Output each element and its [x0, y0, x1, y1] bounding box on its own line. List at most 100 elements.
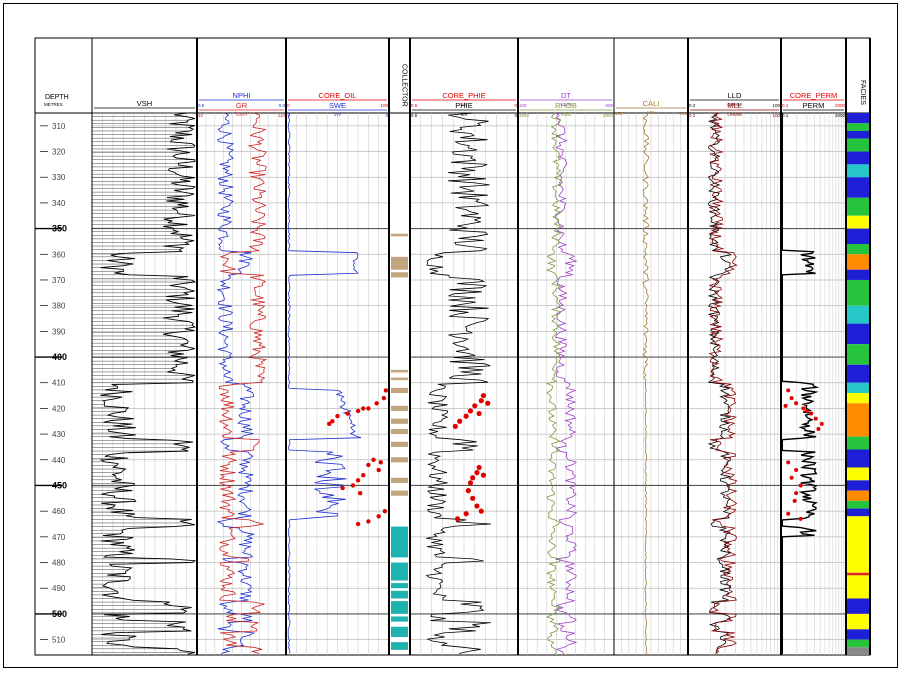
core-oil-point	[381, 395, 387, 401]
legend-unit: OHMM	[727, 102, 741, 107]
mll-curve	[708, 112, 738, 654]
core-oil-point	[335, 413, 340, 419]
core-perm-point	[794, 468, 799, 473]
legend-curve-name: PERM	[803, 101, 825, 110]
collector-interval	[391, 256, 408, 270]
depth-tick-label: 360	[52, 250, 66, 259]
legend-scale-left: 0.1	[782, 103, 789, 108]
vsh-curve	[99, 112, 197, 655]
collector-interval	[391, 441, 408, 447]
core-phie-point	[463, 511, 469, 517]
facies-interval	[846, 279, 870, 306]
collector-interval	[391, 526, 408, 558]
depth-tick-label: 320	[52, 148, 66, 157]
core-perm-point	[792, 498, 797, 503]
core-phie-point	[470, 475, 476, 481]
facies-header-label: FACIES	[859, 80, 866, 105]
legend-scale-left: 0	[287, 103, 290, 108]
legend-scale-right: 0	[514, 113, 517, 118]
facies-interval	[846, 254, 870, 270]
legend-curve-name: MLL	[727, 101, 742, 110]
core-oil-point	[376, 467, 381, 473]
facies-interval	[846, 130, 870, 139]
legend-scale-left: 150	[615, 111, 623, 116]
facies-interval	[846, 138, 870, 152]
page-frame	[3, 3, 898, 668]
facies-interval	[846, 516, 870, 573]
collector-interval	[391, 616, 408, 622]
legend-unit: US/M	[560, 102, 572, 107]
legend-scale-right: 0	[514, 103, 517, 108]
collector-interval	[391, 369, 408, 373]
legend-scale-right: 100	[772, 103, 780, 108]
depth-axis-label: DEPTH	[45, 94, 69, 101]
depth-tick-label: 340	[52, 199, 66, 208]
collector-interval	[391, 428, 408, 435]
facies-interval	[846, 269, 870, 280]
collector-interval	[391, 272, 408, 278]
core-phie-point	[457, 418, 463, 424]
core-phie-point	[480, 392, 487, 399]
facies-interval	[846, 215, 870, 229]
depth-tick-label: 460	[52, 507, 66, 516]
core-perm-point	[789, 396, 794, 401]
collector-interval	[391, 490, 408, 496]
core-oil-point	[350, 483, 356, 488]
legend-unit: MM	[647, 110, 655, 115]
facies-interval	[846, 305, 870, 324]
depth-tick-label: 450	[52, 480, 67, 490]
facies-interval	[846, 639, 870, 648]
core-oil-point	[330, 419, 335, 424]
facies-interval	[846, 228, 870, 245]
collector-interval	[391, 477, 408, 483]
legend-unit: V/V	[460, 112, 467, 117]
facies-interval	[846, 177, 870, 198]
core-oil-point	[371, 457, 376, 462]
facies-interval	[846, 480, 870, 491]
core-perm-point	[809, 411, 814, 416]
collector-interval	[391, 562, 408, 581]
core-phie-point	[472, 403, 478, 409]
dt-curve	[554, 112, 578, 655]
legend-unit: V/V	[460, 102, 467, 107]
core-oil-point	[382, 508, 388, 514]
gr-curve	[218, 112, 268, 654]
core-phie-point	[467, 408, 474, 414]
collector-interval	[391, 583, 408, 589]
depth-tick-label: 410	[52, 379, 66, 388]
facies-interval	[846, 436, 870, 450]
legend-scale-left: 0.2	[689, 103, 696, 108]
facies-interval	[846, 403, 870, 437]
core-phie-point	[467, 480, 474, 486]
depth-tick-label: 380	[52, 302, 66, 311]
facies-interval	[846, 364, 870, 383]
depth-tick-label: 480	[52, 559, 66, 568]
collector-interval	[391, 457, 408, 463]
facies-interval	[846, 598, 870, 614]
legend-curve-name: VSH	[137, 99, 152, 108]
legend-curve-name: CALI	[643, 99, 660, 108]
core-oil-point	[327, 421, 332, 427]
facies-interval	[846, 575, 870, 599]
core-oil-point	[378, 460, 383, 465]
core-phie-point	[463, 413, 469, 419]
legend-scale-right: 2000	[835, 103, 846, 108]
collector-interval	[391, 601, 408, 614]
depth-tick-label: 500	[52, 609, 67, 619]
legend-scale-left: 100	[519, 103, 527, 108]
phie-curve	[425, 112, 492, 654]
facies-interval	[846, 508, 870, 517]
legend-scale-left: 1	[287, 113, 290, 118]
core-phie-point	[452, 423, 458, 429]
legend-scale-left: 0.1	[782, 113, 789, 118]
facies-interval	[846, 244, 870, 255]
core-oil-point	[361, 472, 366, 478]
core-perm-point	[804, 408, 809, 413]
legend-scale-left: 0.5	[411, 103, 418, 108]
collector-header-label: COLLECTOR	[401, 64, 408, 107]
collector-interval	[391, 642, 408, 650]
legend-curve-name: NPHI	[233, 91, 251, 100]
legend-curve-name: CORE_OIL	[319, 91, 357, 100]
core-oil-point	[355, 408, 361, 414]
